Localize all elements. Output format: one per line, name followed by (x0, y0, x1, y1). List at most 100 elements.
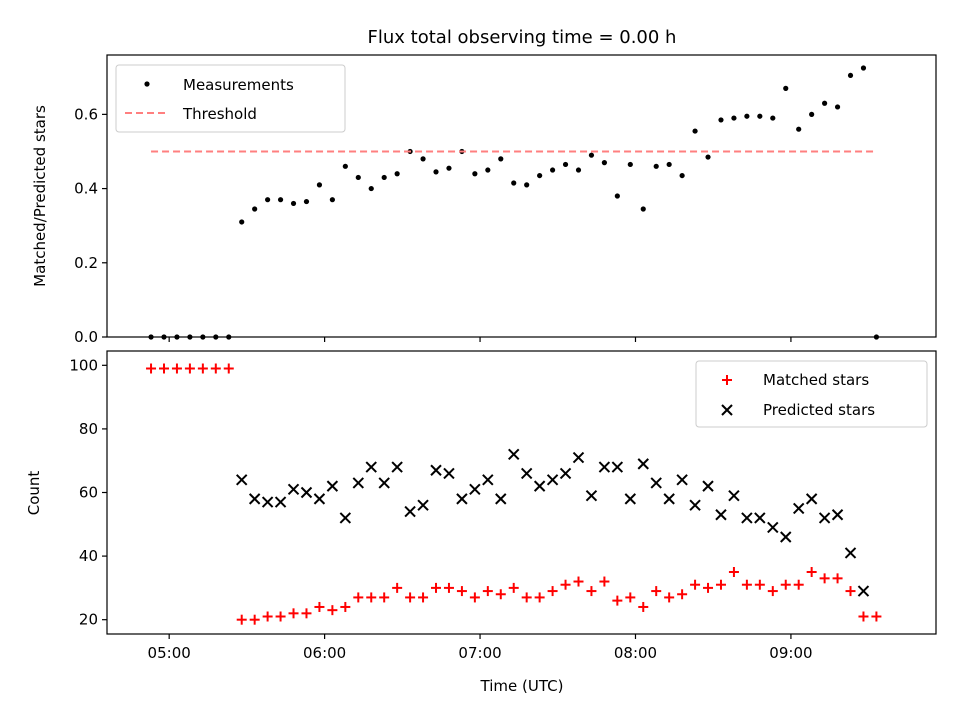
bottom-data-points (146, 363, 882, 625)
matched-stars-point (651, 586, 662, 597)
measurements-point (342, 163, 348, 169)
matched-stars-point (560, 579, 571, 590)
top-y-axis: 0.0 0.2 0.4 0.6 (74, 105, 107, 346)
matched-stars-point (301, 608, 312, 619)
matched-stars-point (845, 586, 856, 597)
predicted-stars-point (469, 483, 481, 496)
top-legend: Measurements Threshold (115, 64, 346, 133)
matched-stars-point (547, 586, 558, 597)
measurements-point (213, 334, 219, 340)
measurements-point (355, 174, 361, 181)
predicted-stars-point (248, 493, 261, 505)
predicted-stars-point (715, 509, 727, 521)
matched-stars-point (392, 582, 403, 593)
matched-stars-point (275, 611, 286, 622)
bottom-x-tick-label: 07:00 (458, 644, 501, 662)
matched-stars-point (495, 589, 506, 600)
measurements-point (252, 206, 258, 212)
matched-stars-point (508, 582, 519, 593)
matched-stars-point (715, 579, 726, 590)
measurements-point (834, 104, 841, 110)
bottom-legend-box (695, 360, 928, 428)
measurements-point (200, 334, 206, 340)
predicted-stars-point (702, 480, 714, 492)
predicted-stars-point (287, 483, 300, 496)
predicted-stars-point (728, 489, 740, 502)
measurements-point (666, 161, 672, 168)
matched-stars-point (521, 592, 532, 603)
bottom-y-axis-label: Count (25, 471, 43, 516)
predicted-stars-point (792, 502, 805, 515)
matched-stars-point (262, 611, 273, 622)
matched-stars-point (780, 579, 791, 590)
matched-stars-point (288, 608, 299, 619)
top-y-axis-label: Matched/Predicted stars (31, 105, 49, 287)
predicted-stars-point (857, 585, 870, 597)
bottom-x-tick-label: 09:00 (769, 644, 812, 662)
top-y-tick-label: 0.0 (74, 328, 98, 346)
measurements-point (290, 200, 297, 207)
measurements-point (679, 172, 685, 179)
matched-stars-point (586, 586, 597, 597)
predicted-stars-point (391, 461, 403, 473)
predicted-stars-point (754, 512, 766, 524)
predicted-stars-point (443, 467, 455, 480)
measurements-point (601, 160, 608, 166)
predicted-stars-point (313, 493, 326, 505)
bottom-x-axis: 05:00 06:00 07:00 08:00 09:00 (148, 634, 813, 662)
measurements-point (524, 182, 530, 188)
legend-measurements-marker (144, 81, 150, 87)
matched-stars-point (405, 592, 416, 603)
matched-stars-point (158, 363, 169, 374)
measurements-point (718, 117, 724, 123)
measurements-point (187, 334, 193, 340)
measurements-point (549, 167, 556, 173)
matched-stars-point (197, 363, 208, 374)
measurements-point (277, 197, 284, 203)
measurements-point (381, 174, 387, 181)
predicted-stars-point (378, 477, 390, 489)
top-y-tick-label: 0.4 (74, 180, 98, 198)
top-x-axis (168, 337, 792, 342)
bottom-y-tick-label: 80 (79, 420, 98, 438)
matched-stars-point (314, 601, 325, 612)
measurements-point (640, 206, 646, 212)
bottom-y-tick-label: 20 (79, 611, 98, 629)
matched-stars-point (379, 592, 390, 603)
matched-stars-point (793, 579, 804, 590)
legend-predicted-label: Predicted stars (763, 401, 875, 419)
measurements-point (394, 171, 400, 177)
measurements-point (770, 115, 776, 121)
measurements-point (653, 163, 659, 169)
measurements-point (329, 197, 335, 203)
predicted-stars-point (508, 448, 520, 461)
predicted-stars-point (689, 499, 701, 511)
bottom-plot-panel: 20 40 60 80 100 05:00 06:00 07:00 08:00 09:00 Co… (25, 350, 937, 695)
predicted-stars-point (261, 496, 274, 508)
bottom-y-axis: 20 40 60 80 100 (69, 356, 107, 629)
predicted-stars-point (430, 464, 442, 476)
matched-stars-point (366, 592, 377, 603)
matched-stars-point (431, 582, 442, 593)
measurements-point (783, 85, 789, 91)
measurements-point (265, 197, 271, 203)
matched-stars-point (741, 579, 752, 590)
measurements-point (485, 167, 491, 173)
measurements-point (433, 169, 439, 175)
legend-matched-label: Matched stars (763, 371, 869, 389)
matched-stars-point (171, 363, 182, 374)
predicted-stars-point (300, 486, 313, 499)
measurements-point (575, 167, 582, 173)
bottom-x-tick-label: 08:00 (614, 644, 657, 662)
matched-stars-point (754, 579, 765, 590)
legend-predicted-marker (721, 404, 733, 416)
measurements-point (420, 156, 426, 162)
measurements-point (174, 334, 180, 340)
x-axis-label: Time (UTC) (480, 677, 564, 695)
predicted-stars-point (637, 458, 649, 470)
matched-stars-point (664, 592, 675, 603)
measurements-point (614, 193, 620, 199)
matched-stars-point (443, 582, 454, 593)
predicted-stars-point (482, 474, 494, 486)
matched-stars-point (728, 566, 739, 577)
